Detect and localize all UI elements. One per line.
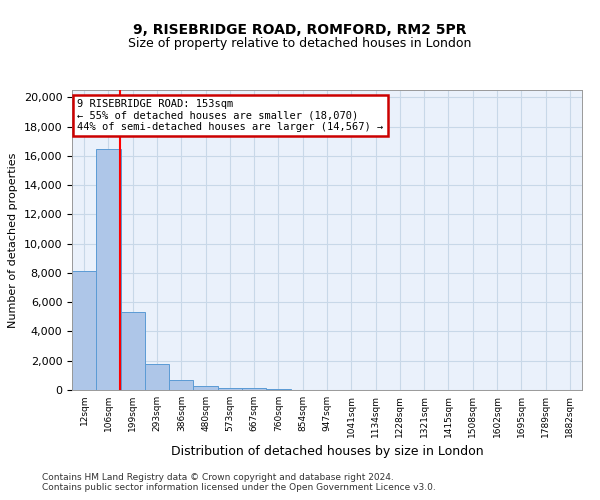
Text: Contains public sector information licensed under the Open Government Licence v3: Contains public sector information licen… — [42, 484, 436, 492]
Bar — [242, 388, 266, 390]
X-axis label: Distribution of detached houses by size in London: Distribution of detached houses by size … — [170, 446, 484, 458]
Bar — [266, 389, 290, 390]
Text: Size of property relative to detached houses in London: Size of property relative to detached ho… — [128, 38, 472, 51]
Bar — [121, 312, 145, 390]
Bar — [96, 148, 121, 390]
Text: Contains HM Land Registry data © Crown copyright and database right 2024.: Contains HM Land Registry data © Crown c… — [42, 472, 394, 482]
Bar — [145, 364, 169, 390]
Bar — [218, 388, 242, 390]
Bar — [169, 380, 193, 390]
Text: 9 RISEBRIDGE ROAD: 153sqm
← 55% of detached houses are smaller (18,070)
44% of s: 9 RISEBRIDGE ROAD: 153sqm ← 55% of detac… — [77, 99, 383, 132]
Y-axis label: Number of detached properties: Number of detached properties — [8, 152, 18, 328]
Bar — [193, 386, 218, 390]
Bar — [72, 272, 96, 390]
Text: 9, RISEBRIDGE ROAD, ROMFORD, RM2 5PR: 9, RISEBRIDGE ROAD, ROMFORD, RM2 5PR — [133, 22, 467, 36]
